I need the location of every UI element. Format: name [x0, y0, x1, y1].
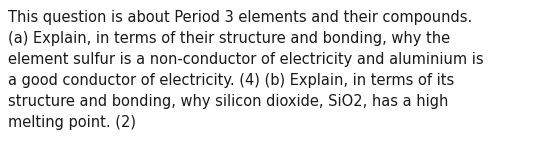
Text: This question is about Period 3 elements and their compounds.
(a) Explain, in te: This question is about Period 3 elements… — [8, 10, 484, 130]
